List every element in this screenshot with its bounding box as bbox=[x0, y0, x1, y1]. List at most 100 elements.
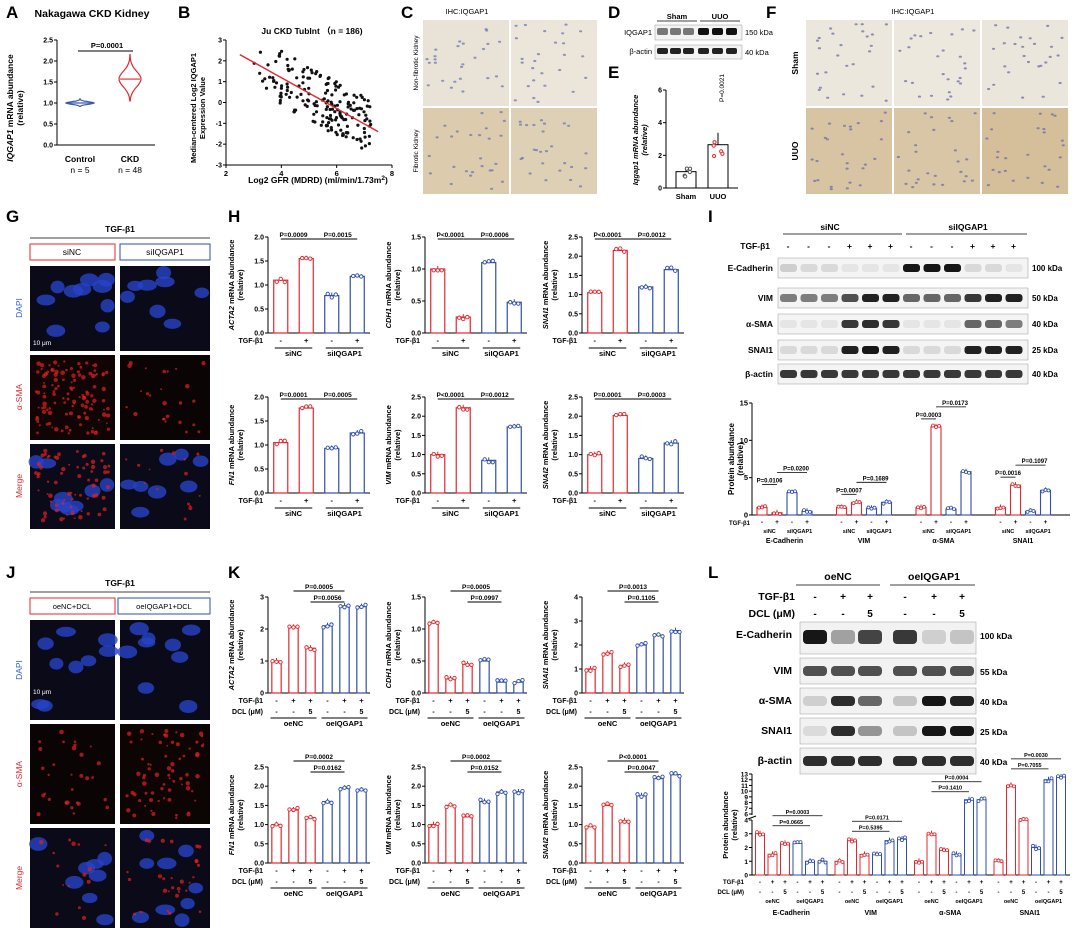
nucleus-dot bbox=[827, 122, 832, 125]
nucleus-stain bbox=[179, 700, 198, 713]
scatter-point bbox=[362, 98, 366, 102]
data-point bbox=[954, 853, 959, 858]
bar bbox=[897, 838, 907, 876]
data-point bbox=[639, 454, 644, 459]
treatment-sign: - bbox=[918, 879, 920, 886]
data-point bbox=[887, 500, 892, 505]
bar bbox=[1056, 776, 1066, 876]
sma-stain bbox=[106, 427, 111, 431]
data-point bbox=[1046, 779, 1051, 784]
sma-stain bbox=[85, 776, 90, 781]
scatter-point bbox=[295, 76, 299, 80]
nucleus-dot bbox=[863, 163, 868, 166]
sma-stain bbox=[43, 392, 46, 395]
data-point bbox=[499, 678, 504, 683]
scatter-point bbox=[258, 50, 262, 54]
dcl-sign: 5 bbox=[863, 890, 867, 896]
blot-band bbox=[903, 370, 920, 378]
treatment-sign: + bbox=[863, 879, 867, 886]
sma-stain bbox=[93, 363, 98, 368]
blot-row-label: β-actin bbox=[745, 369, 773, 379]
data-point bbox=[291, 625, 296, 630]
nucleus-dot bbox=[461, 63, 465, 66]
blot-frame bbox=[799, 621, 977, 655]
y-tick-label: 10 bbox=[740, 436, 748, 445]
data-point bbox=[516, 423, 521, 429]
nucleus-dot bbox=[836, 54, 840, 57]
blot-band bbox=[858, 630, 882, 644]
y-axis-label-2: (relative) bbox=[730, 809, 739, 841]
data-point bbox=[469, 814, 474, 819]
nucleus-dot bbox=[536, 100, 540, 103]
data-point bbox=[1034, 847, 1038, 852]
blot-band bbox=[882, 370, 900, 378]
nucleus-dot bbox=[450, 135, 454, 138]
sma-stain bbox=[52, 851, 56, 855]
nucleus-dot bbox=[456, 45, 460, 48]
bar bbox=[479, 660, 490, 694]
sma-stain bbox=[167, 773, 171, 777]
data-point bbox=[355, 431, 360, 436]
sma-stain bbox=[96, 761, 101, 766]
data-point bbox=[929, 832, 934, 837]
nucleus-stain bbox=[139, 830, 155, 842]
nucleus-stain bbox=[179, 480, 198, 493]
panel-i-treatment: TGF-β1 bbox=[740, 241, 770, 251]
sma-stain bbox=[41, 409, 47, 414]
data-point bbox=[304, 404, 309, 409]
dcl-sign: - bbox=[449, 879, 452, 886]
y-tick-label: 1.5 bbox=[568, 273, 578, 280]
panel-j-treatment: TGF-β1 bbox=[105, 578, 135, 588]
nucleus-stain bbox=[155, 276, 175, 288]
y-tick-label: 0 bbox=[658, 186, 662, 193]
nucleus-dot bbox=[964, 175, 968, 178]
nucleus-stain bbox=[98, 645, 119, 657]
treatment-label: TGF-β1 bbox=[239, 868, 264, 875]
nucleus-dot bbox=[433, 55, 437, 58]
panel-f-header: IHC:IQGAP1 bbox=[892, 7, 935, 16]
sma-stain bbox=[93, 369, 97, 372]
pvalue: P=0.0002 bbox=[305, 754, 333, 761]
data-point bbox=[635, 643, 640, 648]
dcl-sign: - bbox=[851, 890, 853, 896]
treatment-sign: + bbox=[934, 519, 938, 526]
scatter-point bbox=[359, 107, 364, 111]
data-point bbox=[757, 505, 761, 510]
sma-stain bbox=[125, 794, 129, 798]
data-point bbox=[643, 284, 648, 289]
scatter-point bbox=[334, 130, 338, 134]
data-point bbox=[435, 821, 440, 826]
nucleus-dot bbox=[845, 162, 849, 165]
nucleus-dot bbox=[562, 122, 566, 125]
nucleus-dot bbox=[1032, 42, 1037, 46]
sma-stain bbox=[162, 400, 167, 406]
y-axis-label-2: (relative) bbox=[393, 629, 402, 661]
nucleus-dot bbox=[861, 30, 865, 33]
sma-stain bbox=[170, 740, 175, 745]
y-tick-label: 2.5 bbox=[411, 765, 421, 772]
scatter-point bbox=[307, 99, 311, 103]
data-point bbox=[932, 832, 937, 837]
data-point bbox=[834, 860, 839, 865]
y-axis-label: SNAI2 mRNA abundance bbox=[541, 771, 550, 860]
data-point bbox=[1018, 818, 1023, 822]
data-point bbox=[916, 505, 920, 510]
sma-stain bbox=[49, 500, 53, 503]
bar bbox=[298, 407, 314, 494]
dcl-sign: - bbox=[606, 709, 609, 716]
scatter-point bbox=[357, 113, 361, 117]
panel-i-group-sinc: siNC bbox=[820, 222, 839, 232]
sma-stain bbox=[132, 813, 137, 818]
blot-band bbox=[780, 320, 797, 328]
treatment-sign: + bbox=[771, 879, 775, 886]
data-point bbox=[503, 678, 508, 683]
data-point bbox=[677, 629, 682, 635]
y-tick-label: 0.0 bbox=[43, 143, 53, 150]
nucleus-stain bbox=[92, 279, 113, 293]
treatment-sign: + bbox=[967, 879, 971, 886]
data-point bbox=[520, 789, 525, 794]
scatter-point bbox=[271, 76, 275, 80]
sma-stain bbox=[74, 493, 77, 496]
sma-stain bbox=[71, 745, 77, 751]
dcl-sign: 5 bbox=[1059, 890, 1063, 896]
